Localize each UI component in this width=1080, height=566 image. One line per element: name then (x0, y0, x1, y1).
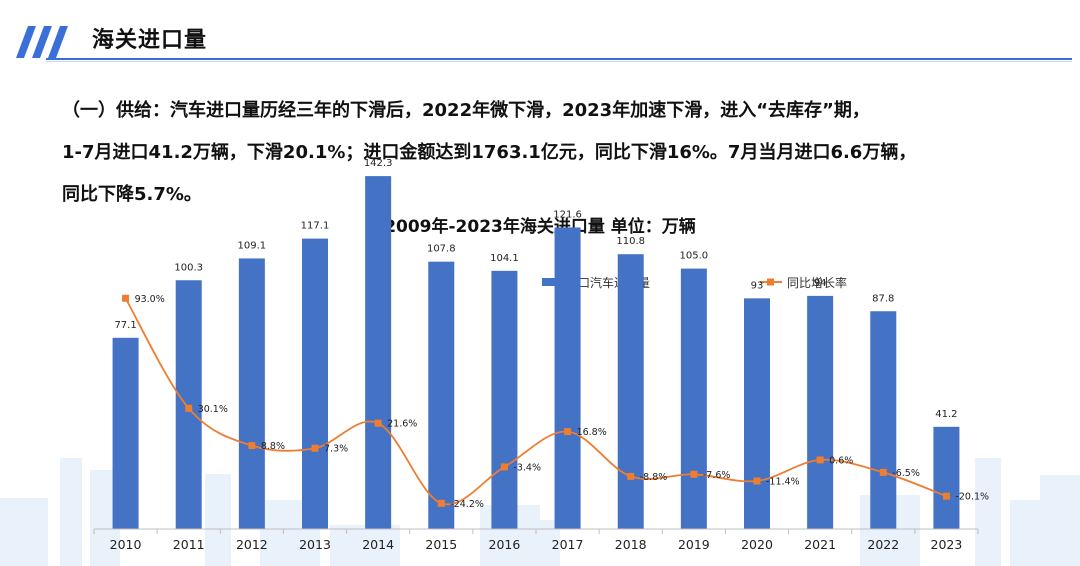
skyline-block (0, 498, 48, 566)
bar-label-2010: 77.1 (114, 320, 136, 331)
line-point-2017 (564, 428, 572, 436)
x-tick-label-2013: 2013 (299, 537, 331, 552)
line-point-2023 (942, 492, 950, 500)
bar-label-2011: 100.3 (174, 262, 203, 273)
x-tick-label-2019: 2019 (678, 537, 710, 552)
line-point-2016 (500, 463, 508, 471)
title-rule (46, 58, 1072, 60)
line-series: 93.0% 30.1% 8.8% 7.3% 21.6% -24.2% -3.4% 16.8% -… (122, 294, 989, 510)
line-label-2015: -24.2% (450, 499, 484, 510)
title-rule-shadow (46, 61, 1072, 62)
bar-2023 (933, 426, 960, 529)
summary-line-3: 同比下降5.7%。 (62, 184, 202, 205)
line-point-2015 (437, 499, 445, 507)
line-label-2010: 93.0% (135, 294, 165, 305)
bar-label-2016: 104.1 (490, 253, 519, 264)
x-tick-label-2016: 2016 (489, 537, 521, 552)
bar-label-2013: 117.1 (301, 221, 330, 232)
x-tick-label-2017: 2017 (552, 537, 584, 552)
x-tick-label-2014: 2014 (362, 537, 394, 552)
chart-title: 2009年-2023年海关进口量 单位：万辆 (384, 217, 696, 237)
skyline-block (60, 458, 82, 566)
line-point-2010 (122, 294, 130, 302)
bar-label-2020: 93 (751, 280, 764, 291)
skyline-block (1040, 475, 1080, 566)
line-point-2021 (816, 456, 824, 464)
bar-label-2012: 109.1 (238, 240, 267, 251)
bar-label-2018: 110.8 (616, 236, 645, 247)
line-label-2018: -8.8% (640, 472, 668, 483)
summary-line-2: 1-7月进口41.2万辆，下滑20.1%；进口金额达到1763.1亿元，同比下滑… (62, 142, 917, 163)
line-point-2020 (753, 477, 761, 485)
x-tick-label-2023: 2023 (931, 537, 963, 552)
bar-label-2019: 105.0 (680, 251, 709, 262)
bar-2013 (302, 238, 328, 530)
line-label-2017: 16.8% (577, 427, 607, 438)
line-label-2022: -6.5% (892, 468, 920, 479)
x-tick-label-2010: 2010 (110, 537, 142, 552)
line-point-2019 (690, 470, 698, 478)
bar-2021 (807, 295, 834, 529)
skyline-block (205, 474, 231, 566)
bar-2020 (744, 298, 770, 529)
bar-2019 (680, 268, 707, 529)
skyline-block (520, 520, 560, 566)
page-title: 海关进口量 (92, 28, 208, 53)
legend-line-label: 同比增长率 (787, 275, 847, 290)
line-point-2022 (879, 468, 887, 476)
bar-2016 (491, 270, 518, 529)
line-label-2016: -3.4% (513, 462, 541, 473)
line-label-2021: 0.6% (829, 455, 853, 466)
line-label-2014: 21.6% (387, 419, 417, 430)
line-label-2023: -20.1% (955, 492, 989, 503)
line-point-2013 (311, 444, 319, 452)
bar-2022 (870, 311, 897, 529)
bar-label-2021: 94 (814, 278, 827, 289)
bar-2011 (175, 280, 202, 529)
bar-label-2014: 142.3 (364, 158, 393, 169)
bar-2012 (238, 258, 265, 529)
x-tick-label-2022: 2022 (867, 537, 899, 552)
line-label-2020: -11.4% (766, 476, 800, 487)
line-label-2013: 7.3% (324, 444, 348, 455)
x-tick-label-2020: 2020 (741, 537, 773, 552)
bar-series: 77.1 100.3 109.1 117.1 142.3 107.8 104.1 121.6 1… (112, 158, 960, 530)
line-point-2014 (374, 419, 382, 427)
line-point-2018 (627, 472, 635, 480)
bar-label-2023: 41.2 (935, 409, 957, 420)
x-tick-label-2018: 2018 (615, 537, 647, 552)
x-tick-label-2011: 2011 (173, 537, 205, 552)
bar-2015 (428, 261, 455, 529)
line-label-2012: 8.8% (261, 441, 285, 452)
title-stripes-logo (16, 26, 68, 58)
bar-2010 (112, 337, 139, 529)
line-point-2011 (185, 404, 193, 412)
line-point-2012 (248, 442, 256, 450)
line-label-2011: 30.1% (198, 404, 228, 415)
bar-2017 (554, 227, 581, 529)
bar-label-2015: 107.8 (427, 244, 456, 255)
legend-bar-swatch (542, 278, 562, 286)
skyline-block (330, 525, 400, 566)
x-tick-label-2012: 2012 (236, 537, 268, 552)
legend-line-marker (767, 278, 774, 286)
x-tick-label-2015: 2015 (425, 537, 457, 552)
bar-label-2022: 87.8 (872, 293, 894, 304)
bar-label-2017: 121.6 (553, 209, 582, 220)
x-axis: 2010 2011 2012 2013 2014 2015 2016 2017 2018 2019… (93, 528, 979, 552)
background-skyline-decoration (0, 458, 1080, 566)
summary-line-1: （一）供给：汽车进口量历经三年的下滑后，2022年微下滑，2023年加速下滑，进… (62, 100, 870, 121)
x-tick-label-2021: 2021 (804, 537, 836, 552)
skyline-block (975, 458, 1001, 566)
line-label-2019: -7.6% (703, 470, 731, 481)
bar-2018 (617, 254, 644, 529)
bar-2014 (365, 176, 392, 529)
